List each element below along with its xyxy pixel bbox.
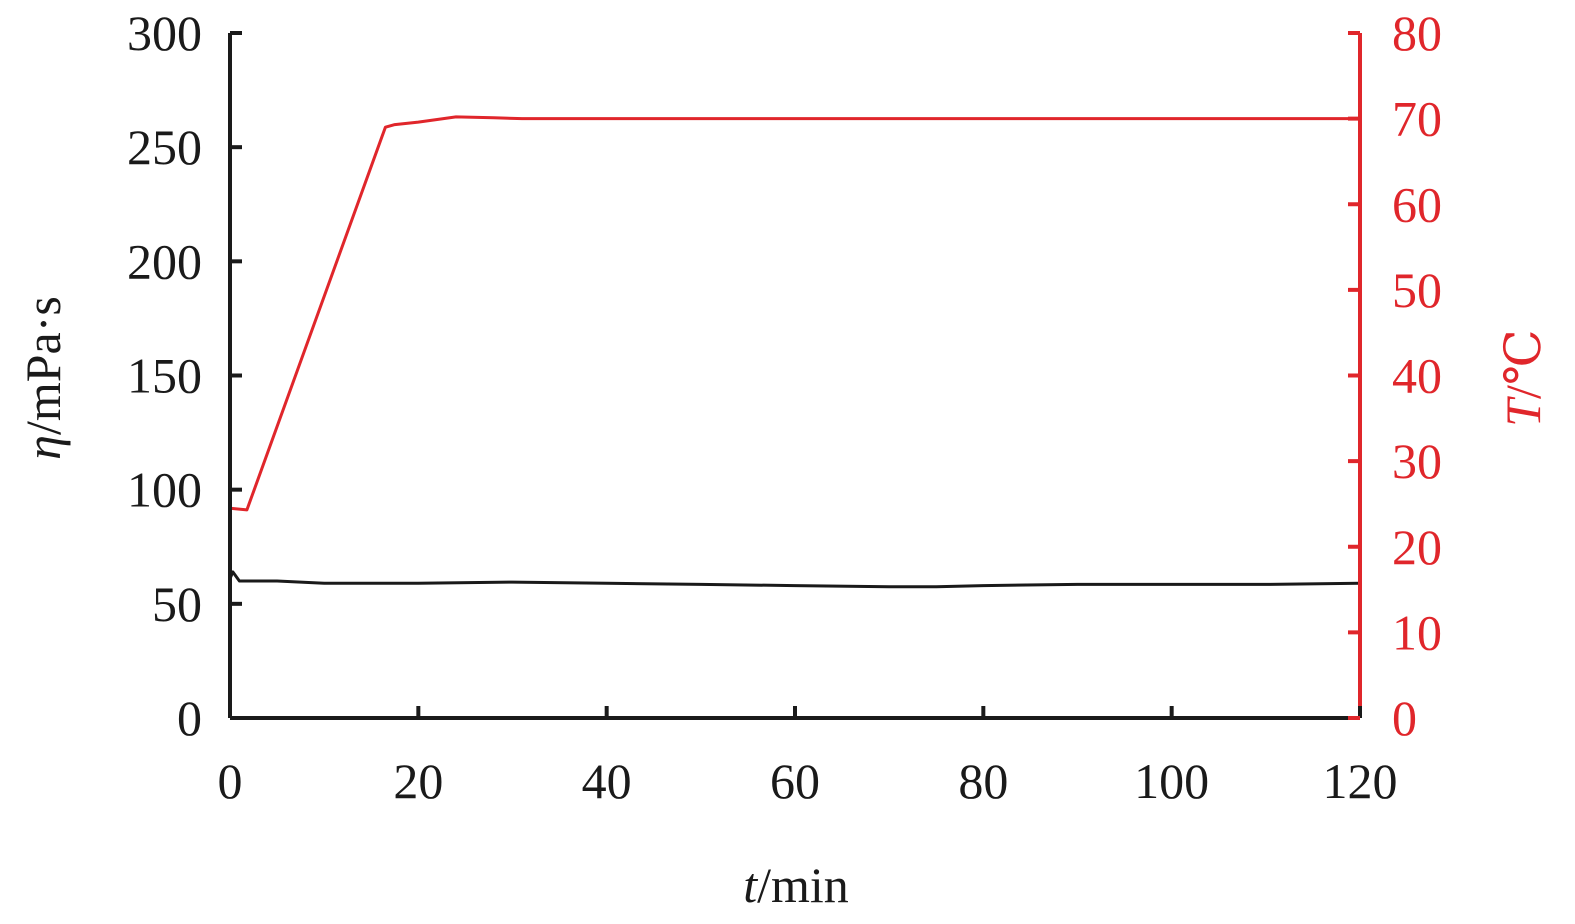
y-left-tick-label: 250 xyxy=(127,119,202,175)
y-left-axis-title: η/mPa·s xyxy=(15,296,71,460)
axes: 0 20 40 60 80 100 120 0 50 100 150 200 250 300 0 10 20 30… xyxy=(127,5,1442,809)
x-axis-title: t/min xyxy=(743,857,849,913)
y-right-axis-title: T/℃ xyxy=(1495,329,1551,427)
y-right-tick-label: 0 xyxy=(1392,690,1417,746)
y-right-tick-label: 80 xyxy=(1392,5,1442,61)
y-right-tick-label: 70 xyxy=(1392,91,1442,147)
y-left-tick-label: 300 xyxy=(127,5,202,61)
temperature-series-line xyxy=(229,115,1360,512)
x-tick-label: 60 xyxy=(770,753,820,809)
y-right-tick-label: 60 xyxy=(1392,176,1442,232)
y-right-tick-label: 40 xyxy=(1392,348,1442,404)
y-left-tick-label: 150 xyxy=(127,348,202,404)
y-right-tick-label: 20 xyxy=(1392,519,1442,575)
x-tick-label: 80 xyxy=(958,753,1008,809)
plot-lines xyxy=(228,115,1361,589)
y-left-tick-label: 0 xyxy=(177,690,202,746)
y-left-tick-label: 50 xyxy=(152,576,202,632)
x-tick-label: 120 xyxy=(1323,753,1398,809)
y-right-tick-label: 50 xyxy=(1392,262,1442,318)
y-right-tick-label: 30 xyxy=(1392,433,1442,489)
x-tick-label: 100 xyxy=(1134,753,1209,809)
viscosity-series-line xyxy=(228,570,1361,589)
y-left-tick-label: 200 xyxy=(127,233,202,289)
x-tick-label: 0 xyxy=(218,753,243,809)
y-right-tick-label: 10 xyxy=(1392,604,1442,660)
y-left-tick-label: 100 xyxy=(127,462,202,518)
x-tick-label: 40 xyxy=(582,753,632,809)
x-tick-label: 20 xyxy=(393,753,443,809)
